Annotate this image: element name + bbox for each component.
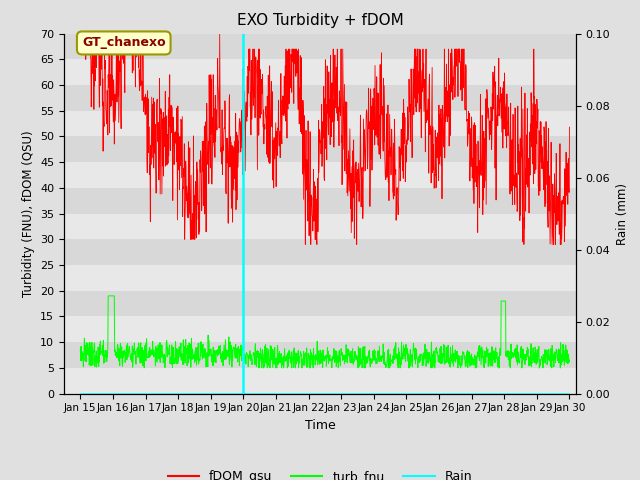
Bar xyxy=(64,85,576,111)
Bar xyxy=(64,162,576,188)
Bar xyxy=(64,60,576,85)
Bar xyxy=(64,34,576,60)
Bar xyxy=(64,291,576,316)
Y-axis label: Turbidity (FNU), fDOM (QSU): Turbidity (FNU), fDOM (QSU) xyxy=(22,130,35,297)
Bar xyxy=(64,316,576,342)
Bar xyxy=(64,214,576,240)
Bar xyxy=(64,111,576,136)
Legend: fDOM_qsu, turb_fnu, Rain: fDOM_qsu, turb_fnu, Rain xyxy=(163,465,477,480)
Text: GT_chanexo: GT_chanexo xyxy=(82,36,166,49)
Bar xyxy=(64,342,576,368)
Bar xyxy=(64,368,576,394)
Bar xyxy=(64,265,576,291)
Bar xyxy=(64,136,576,162)
Title: EXO Turbidity + fDOM: EXO Turbidity + fDOM xyxy=(237,13,403,28)
X-axis label: Time: Time xyxy=(305,419,335,432)
Y-axis label: Rain (mm): Rain (mm) xyxy=(616,182,629,245)
Bar xyxy=(64,188,576,214)
Bar xyxy=(64,240,576,265)
